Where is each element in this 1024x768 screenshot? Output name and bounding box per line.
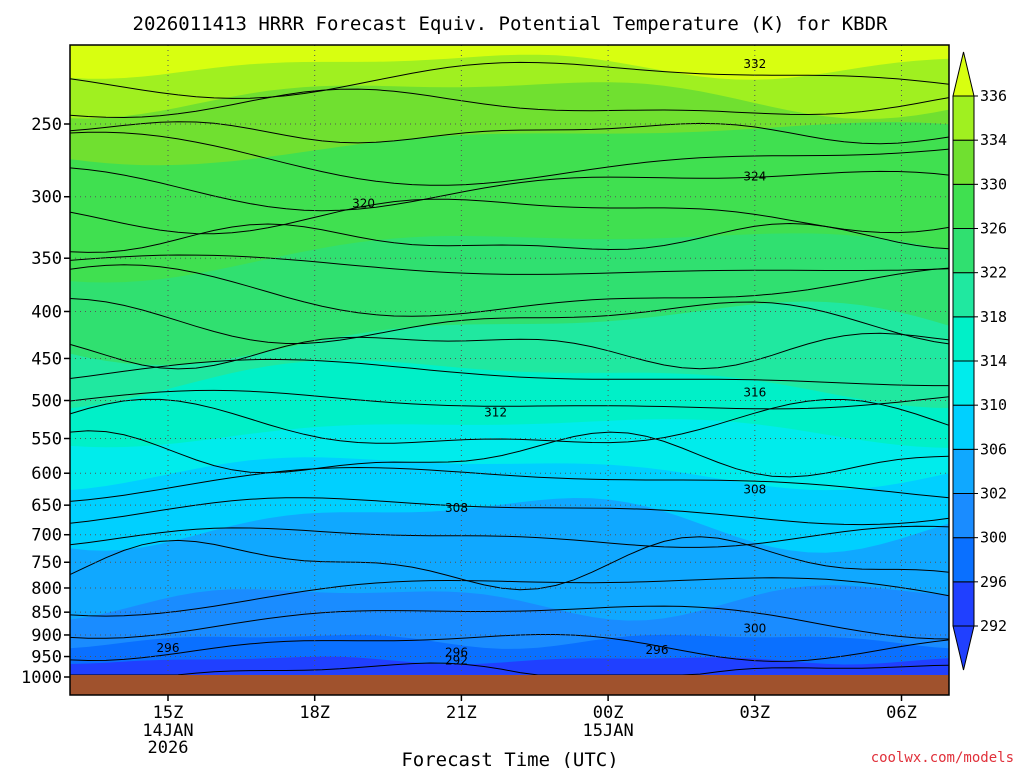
contour-label: 320 [352, 196, 375, 210]
band-12 [70, 45, 949, 80]
colorbar-segment [952, 404, 975, 450]
y-tick-label: 950 [31, 648, 62, 668]
x-tick-sublabel: 15JAN [583, 721, 634, 741]
chart-title: 2026011413 HRRR Forecast Equiv. Potentia… [133, 13, 889, 35]
y-tick-label: 1000 [21, 668, 62, 688]
contour-line [69, 497, 950, 526]
contour-line [69, 525, 950, 548]
contour-line [69, 398, 950, 444]
x-tick-label: 18Z [299, 703, 330, 723]
contour-line [69, 332, 950, 370]
x-tick-label: 15Z [153, 703, 184, 723]
x-axis-label: Forecast Time (UTC) [401, 749, 618, 768]
colorbar-segment [952, 228, 975, 274]
y-tick-label: 650 [31, 496, 62, 516]
colorbar-label: 326 [980, 220, 1007, 238]
x-tick-label: 21Z [446, 703, 477, 723]
y-tick-label: 700 [31, 526, 62, 546]
y-tick-label: 600 [31, 464, 62, 484]
contour-line [69, 61, 950, 99]
contour-label: 300 [743, 621, 766, 635]
colorbar-label: 314 [980, 352, 1007, 370]
colorbar-label: 292 [980, 617, 1007, 635]
y-tick-label: 750 [31, 553, 62, 573]
y-tick-label: 900 [31, 626, 62, 646]
y-tick-label: 400 [31, 302, 62, 322]
colorbar-label: 300 [980, 529, 1007, 547]
contour-label: 292 [445, 654, 468, 668]
contour-line [69, 466, 950, 502]
contour-line [69, 121, 950, 145]
colorbar-segment [952, 360, 975, 406]
contour-label: 324 [743, 169, 766, 183]
contour-line [69, 88, 950, 119]
colorbar-segment [952, 581, 975, 627]
contour-label: 296 [445, 645, 468, 659]
y-tick-label: 350 [31, 249, 62, 269]
contour-line [69, 389, 950, 410]
y-tick-label: 550 [31, 430, 62, 450]
colorbar-label: 322 [980, 264, 1007, 282]
contour-line [70, 662, 950, 676]
colorbar-label: 330 [980, 175, 1007, 193]
x-tick-label: 00Z [593, 703, 624, 723]
contour-label: 308 [743, 483, 766, 497]
contour-line [69, 298, 950, 345]
colorbar-segment [952, 139, 975, 185]
y-tick-label: 250 [31, 115, 62, 135]
colorbar-label: 306 [980, 440, 1007, 458]
contour-label: 296 [157, 641, 180, 655]
x-tick-sublabel: 2026 [148, 738, 189, 758]
colorbar-label: 318 [980, 308, 1007, 326]
y-tick-label: 450 [31, 349, 62, 369]
colorbar-bottom-arrow [952, 625, 975, 671]
contour-line [69, 254, 950, 275]
contour-label: 316 [743, 385, 766, 399]
contour-label: 332 [743, 57, 766, 71]
colorbar-label: 302 [980, 485, 1007, 503]
colorbar-top-arrow [952, 51, 975, 97]
colorbar-label: 334 [980, 131, 1007, 149]
contour-line [69, 131, 950, 186]
colorbar-segment [952, 448, 975, 495]
contour-line [69, 167, 950, 212]
contour-line [69, 536, 950, 591]
x-tick-label: 06Z [886, 703, 917, 723]
contour-line [69, 430, 950, 478]
colorbar-segment [952, 95, 975, 141]
contour-label: 308 [445, 501, 468, 515]
x-tick-sublabel: 14JAN [142, 721, 193, 741]
y-tick-label: 800 [31, 579, 62, 599]
colorbar-label: 296 [980, 573, 1007, 591]
contour-line [69, 605, 950, 640]
colorbar-label: 336 [980, 87, 1007, 105]
contour-line [69, 634, 950, 662]
y-tick-label: 850 [31, 603, 62, 623]
credit-text: coolwx.com/models [871, 750, 1014, 766]
x-tick-label: 03Z [739, 703, 770, 723]
contour-line [69, 264, 950, 317]
contour-label: 312 [484, 405, 507, 419]
y-tick-label: 500 [31, 392, 62, 412]
colorbar-segment [952, 272, 975, 318]
colorbar-label: 310 [980, 396, 1007, 414]
colorbar-segment [952, 183, 975, 229]
contour-line [69, 358, 949, 387]
ground-surface [70, 675, 949, 695]
plot-frame [69, 44, 950, 696]
y-tick-label: 300 [31, 188, 62, 208]
contour-line [69, 577, 950, 617]
colorbar-segment [952, 537, 975, 583]
colorbar-segment [952, 493, 975, 539]
contour-label: 296 [646, 643, 669, 657]
colorbar-segment [952, 316, 975, 362]
contour-line [69, 222, 950, 253]
contour-line [69, 198, 950, 235]
